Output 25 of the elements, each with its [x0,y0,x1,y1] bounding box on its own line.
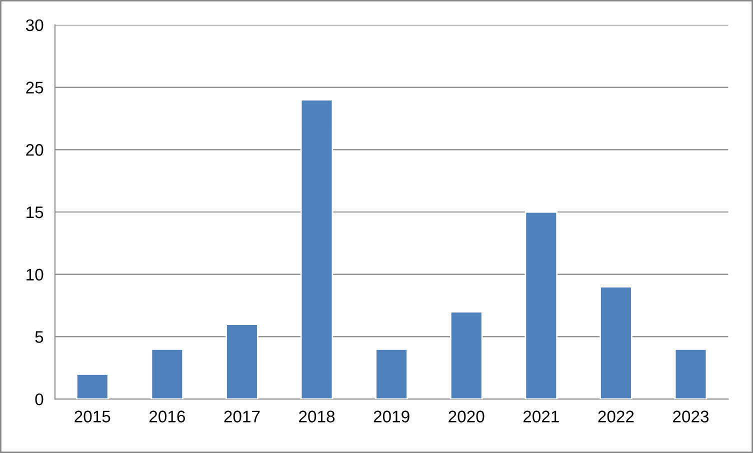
y-tick-label: 30 [26,19,44,32]
bar [375,348,408,400]
y-tick-label: 15 [26,206,44,218]
x-tick-label: 2015 [74,410,110,422]
x-tick-label: 2016 [149,410,185,422]
x-tick-label: 2020 [448,410,484,422]
y-tick-label: 20 [26,144,44,156]
bar [300,99,334,400]
y-tick-label: 25 [26,82,44,94]
x-tick-label: 2021 [523,410,559,422]
x-tick-label: 2017 [224,410,260,422]
x-tick-label: 2018 [299,410,335,422]
y-tick-label: 0 [35,393,44,406]
bar [600,286,632,400]
bar [150,348,184,400]
bar [450,311,483,400]
bar [76,373,109,400]
x-tick-label: 2022 [598,410,634,422]
y-tick-label: 10 [26,268,44,281]
bar [674,348,708,400]
x-tick-label: 2019 [374,410,410,422]
y-tick-label: 5 [35,331,44,343]
x-tick-label: 2023 [673,410,709,422]
bar [226,324,258,400]
bar [524,211,558,400]
